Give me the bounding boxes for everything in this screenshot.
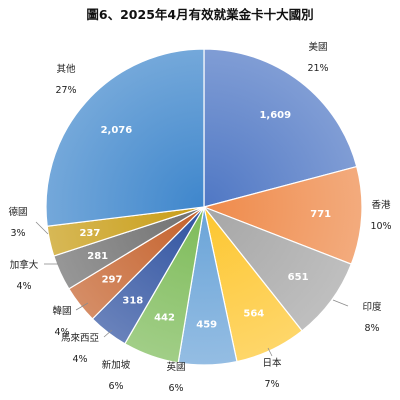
slice-value-label: 2,076 [101,125,133,136]
slice-percent-label: 8% [364,323,379,334]
slice-percent-label: 6% [168,383,183,394]
slice-category-label: 日本 [262,357,282,369]
slice-category-label: 美國 [308,41,327,53]
slice-value-label: 771 [310,209,331,220]
slice-value-label: 564 [243,308,264,319]
slice-category-label: 加拿大 [10,259,39,271]
slice-category-label: 其他 [56,63,76,75]
leader-line [35,221,49,235]
slice-percent-label: 7% [264,379,279,390]
slice-percent-label: 10% [370,221,391,232]
slice-percent-label: 6% [108,381,123,392]
slice-percent-label: 3% [10,228,25,239]
chart-title: 圖6、2025年4月有效就業金卡十大國別 [86,7,314,22]
slice-percent-label: 4% [16,281,31,292]
slice-category-label: 新加坡 [102,359,131,371]
slice-category-label: 英國 [166,361,185,373]
slice-category-label: 韓國 [52,306,71,317]
leader-line [75,302,89,311]
slice-category-label: 香港 [371,199,391,211]
slice-value-label: 237 [79,228,100,239]
leader-line [103,329,113,338]
slice-value-label: 318 [122,295,143,306]
pie-slice [202,205,353,332]
slice-value-label: 651 [288,272,309,283]
leader-line [332,299,349,307]
slice-value-label: 297 [102,275,123,286]
slice-percent-label: 4% [54,327,69,338]
slice-value-label: 1,609 [259,110,291,121]
leader-line [267,347,273,357]
pie-slice [203,48,358,208]
slice-category-label: 德國 [8,206,27,218]
slice-value-label: 459 [196,319,217,330]
slice-percent-label: 4% [72,354,87,365]
slice-category-label: 馬來西亞 [61,333,100,344]
slice-percent-label: 21% [307,63,328,74]
slice-value-label: 442 [154,313,175,324]
slice-value-label: 281 [87,251,108,262]
pie-slice [45,48,205,227]
slice-category-label: 印度 [362,301,382,313]
slice-percent-label: 27% [55,85,76,96]
pie-slice [202,165,363,265]
